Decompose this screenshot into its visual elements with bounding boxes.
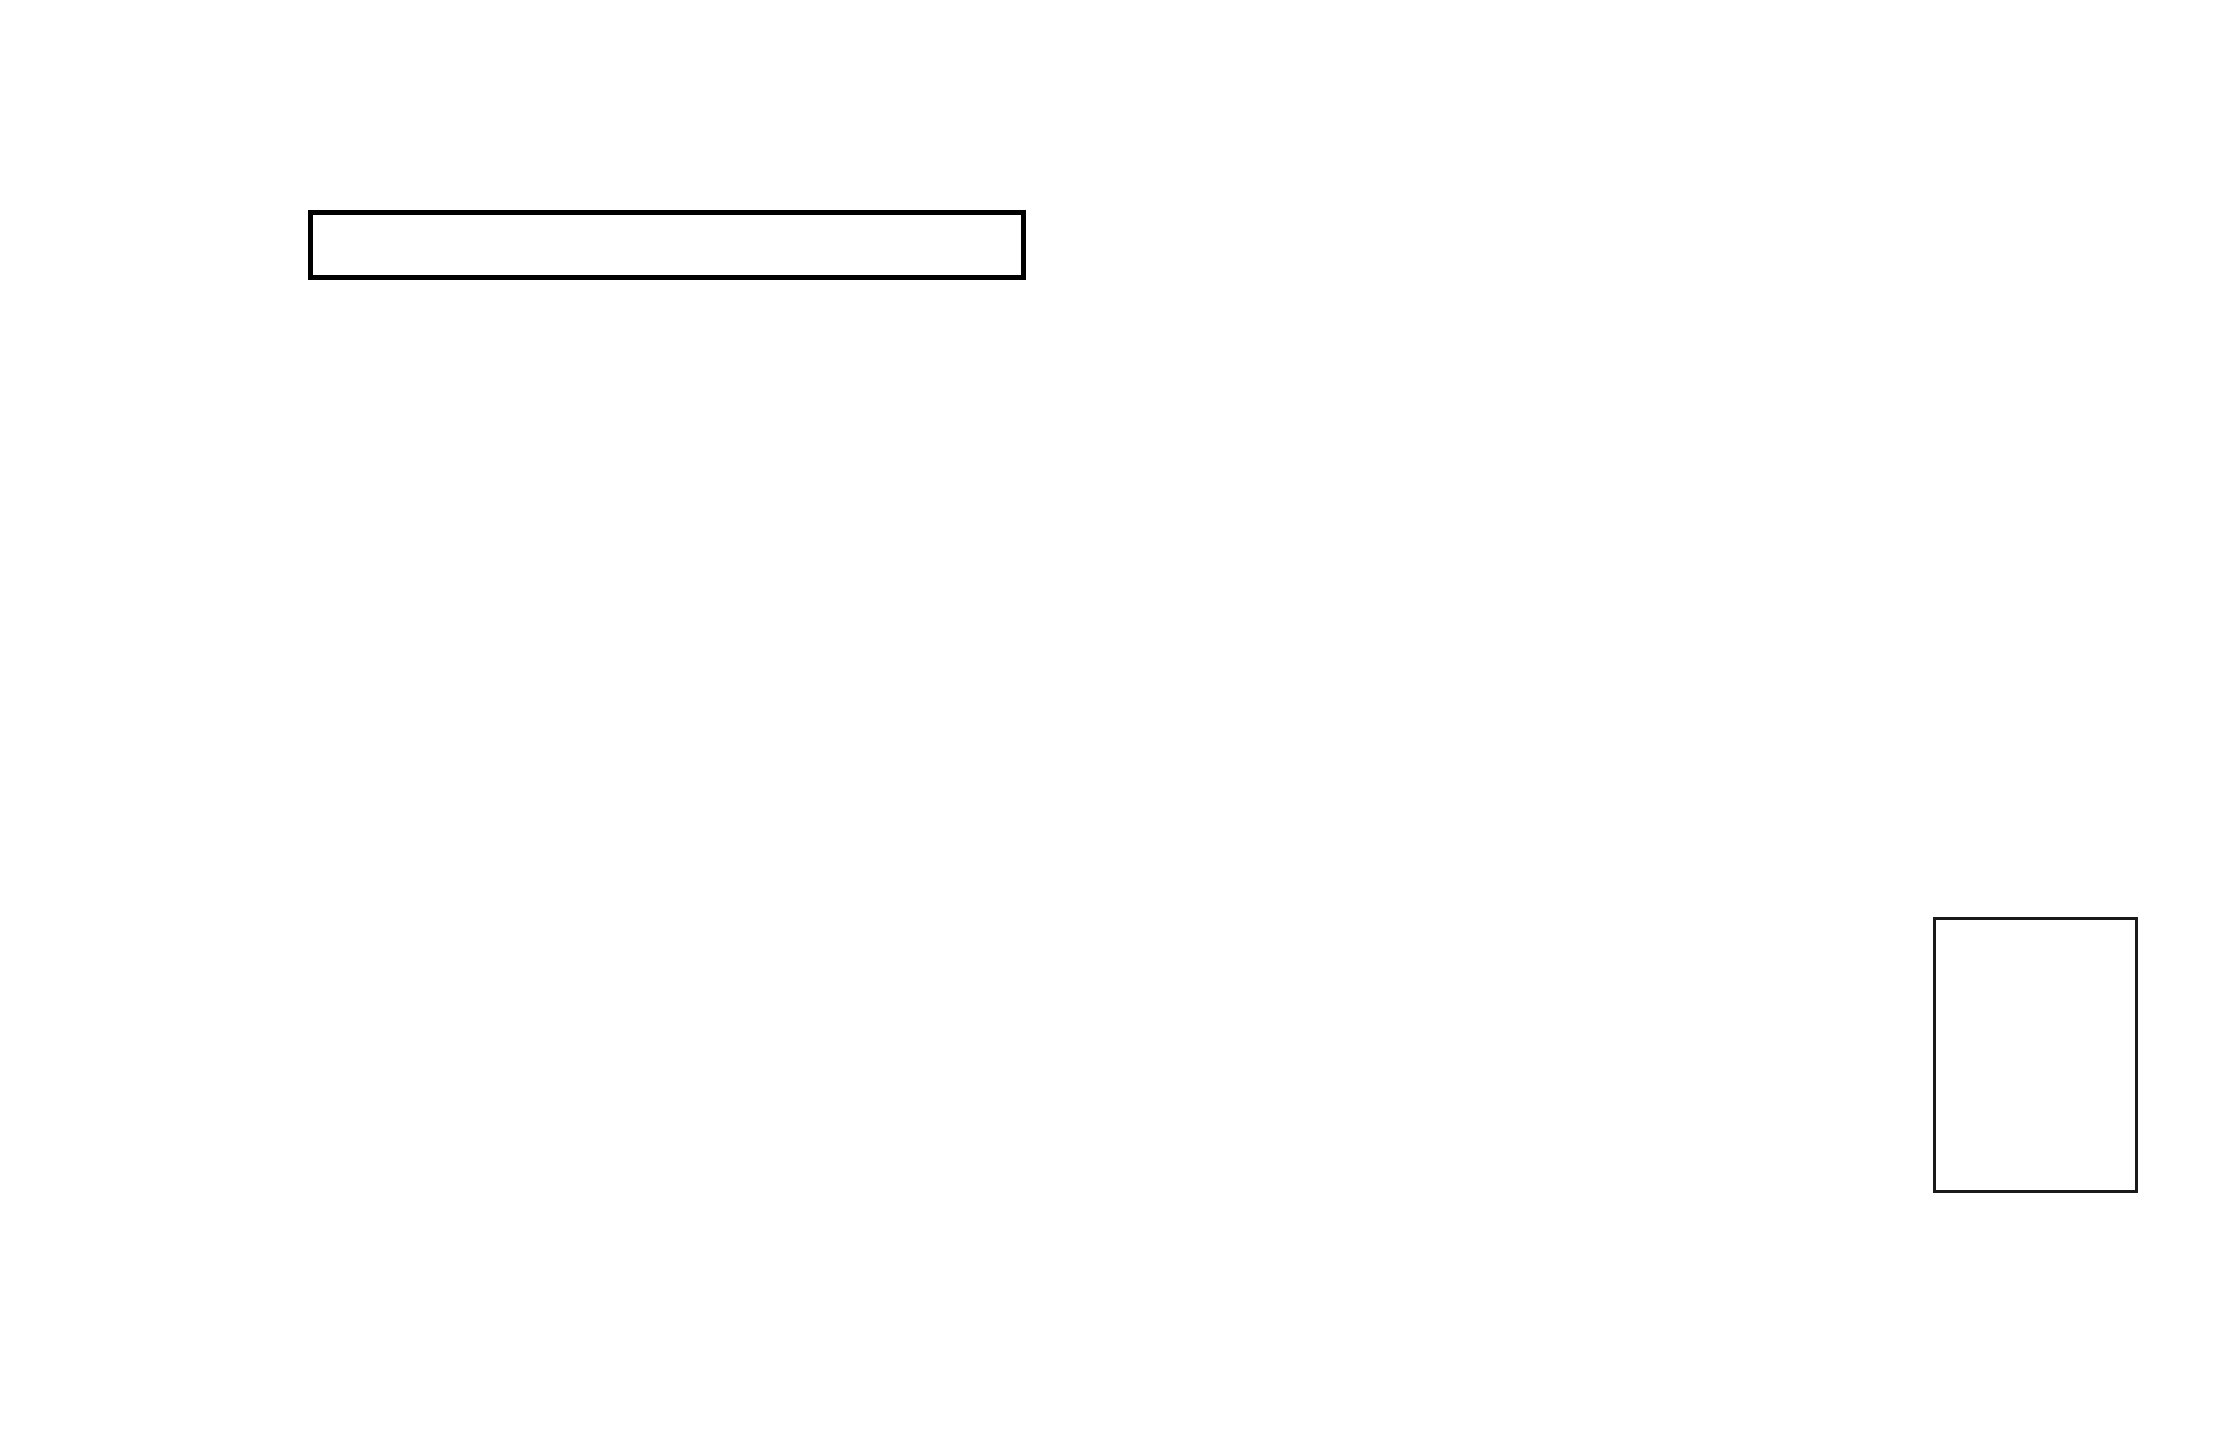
colorbar-gradient: [313, 215, 1021, 275]
colorbar: [308, 210, 1026, 280]
dos-legend: [1933, 917, 2138, 1193]
